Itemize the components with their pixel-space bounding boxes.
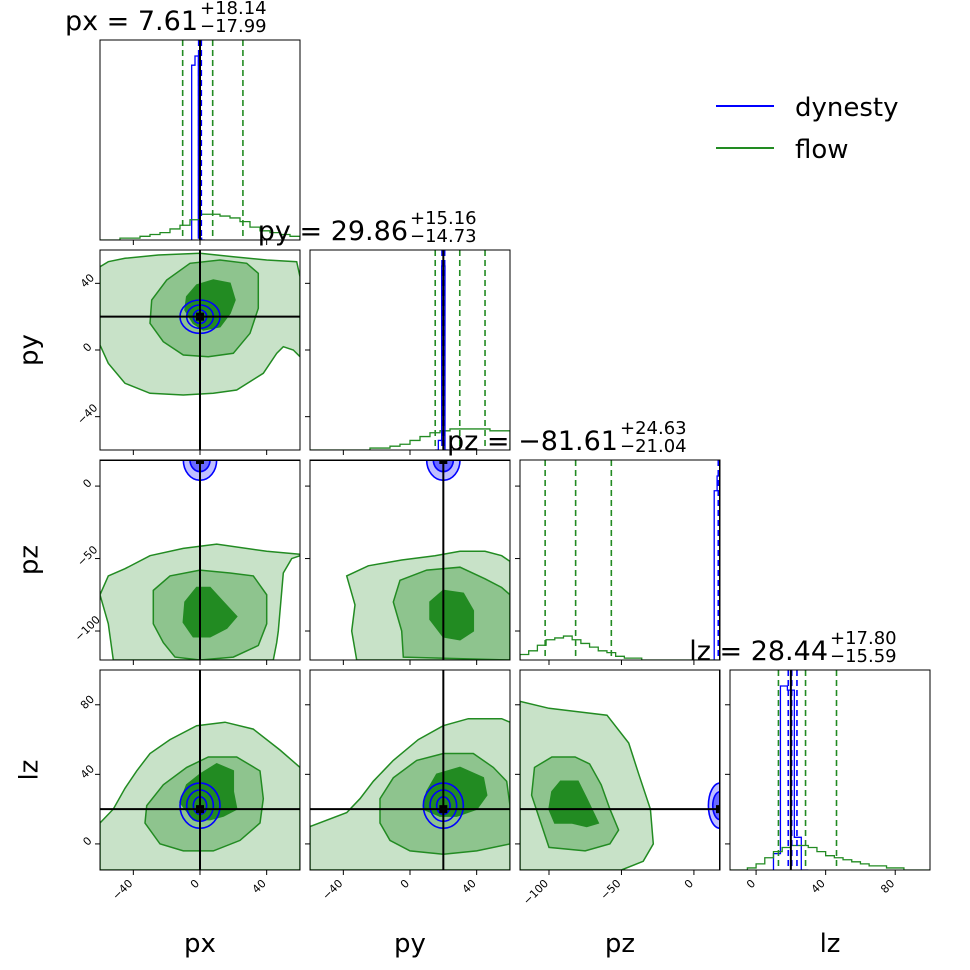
- y-tick-label-pz: −50: [75, 543, 101, 569]
- hist-flow-pz: [520, 635, 720, 660]
- panel-lz-vs-pz: [520, 670, 720, 870]
- panel-frame: [519, 459, 721, 661]
- hist-panel-lz: [730, 670, 930, 870]
- hist-flow-lz: [730, 844, 930, 870]
- title-main-pz: pz = −81.61: [447, 426, 618, 457]
- flow-contour-outer: [520, 700, 655, 870]
- x-axis-label-py: py: [394, 929, 426, 959]
- hist-panel-px: [100, 40, 300, 240]
- x-tick-label-lz: 80: [878, 877, 897, 896]
- title-main-py: py = 29.86: [258, 216, 408, 247]
- x-tick-label-pz: 0: [682, 877, 696, 891]
- x-tick-label-lz: 40: [809, 877, 828, 896]
- hist-flow-px: [100, 213, 300, 240]
- panel-lz-vs-py: [310, 670, 510, 870]
- y-tick-label-pz: −100: [72, 613, 103, 644]
- panel-py-vs-px: [100, 250, 300, 450]
- x-tick-label-px: −40: [110, 877, 136, 903]
- truth-marker: [439, 460, 448, 464]
- panel-pz-vs-px: [100, 460, 300, 660]
- panels-layer: −40 0 40 −100 −50 0 −40 0 40 0 40 80 −40 0 40 −100 −50 0 0…: [72, 39, 931, 908]
- title-minus-py: −14.73: [410, 226, 477, 247]
- x-tick-label-py: −40: [320, 877, 346, 903]
- truth-marker: [196, 805, 204, 814]
- title-py: py = 29.86 +15.16−14.73: [258, 208, 477, 247]
- axis-labels-layer: px py py pz pz lz lz: [15, 334, 841, 959]
- hist-panel-pz: [520, 460, 720, 660]
- x-tick-label-pz: −100: [521, 877, 552, 908]
- hist-panel-py: [310, 250, 510, 450]
- y-tick-label-py: −40: [75, 401, 101, 427]
- x-axis-label-lz: lz: [820, 929, 841, 959]
- title-minus-px: −17.99: [200, 16, 267, 37]
- title-pz: pz = −81.61 +24.63−21.04: [447, 418, 687, 457]
- x-tick-label-lz: 0: [744, 877, 758, 891]
- truth-marker: [196, 312, 204, 321]
- y-axis-label-pz: pz: [15, 545, 45, 575]
- y-axis-label-py: py: [15, 334, 45, 366]
- y-tick-label-py: 40: [78, 271, 97, 290]
- title-main-px: px = 7.61: [65, 6, 198, 37]
- y-tick-label-py: 0: [80, 340, 94, 354]
- flow-contour-inner: [422, 766, 488, 817]
- x-tick-label-py: 40: [460, 877, 479, 896]
- title-px: px = 7.61 +18.14−17.99: [65, 0, 267, 37]
- legend-label-dynesty: dynesty: [795, 93, 899, 123]
- title-minus-pz: −21.04: [620, 436, 687, 457]
- flow-contour-outer: [310, 717, 510, 870]
- truth-marker: [439, 805, 448, 814]
- title-plus-lz: +17.80: [830, 628, 897, 649]
- flow-contour-inner: [429, 589, 475, 641]
- titles-layer: px = 7.61 +18.14−17.99 py = 29.86 +15.16−14…: [65, 0, 897, 667]
- x-tick-label-px: 40: [250, 877, 269, 896]
- y-tick-label-lz: 40: [78, 762, 97, 781]
- y-axis-label-lz: lz: [15, 760, 45, 781]
- x-axis-label-px: px: [184, 929, 216, 959]
- hist-dynesty-pz: [713, 475, 720, 660]
- title-main-lz: lz = 28.44: [689, 636, 828, 667]
- title-plus-pz: +24.63: [620, 418, 687, 439]
- y-tick-label-lz: 80: [78, 693, 97, 712]
- legend: dynesty flow: [716, 93, 899, 165]
- x-axis-label-pz: pz: [605, 929, 635, 959]
- truth-marker: [716, 805, 720, 814]
- hist-flow-py: [310, 428, 510, 450]
- y-tick-label-pz: 0: [80, 477, 94, 491]
- x-tick-label-px: 0: [188, 877, 202, 891]
- title-lz: lz = 28.44 +17.80−15.59: [689, 628, 896, 667]
- panel-frame: [519, 669, 721, 871]
- x-tick-label-py: 0: [398, 877, 412, 891]
- flow-contour-inner: [182, 586, 238, 638]
- panel-pz-vs-py: [310, 460, 510, 660]
- panel-frame: [309, 249, 511, 451]
- title-minus-lz: −15.59: [830, 646, 897, 667]
- panel-frame: [729, 669, 931, 871]
- panel-lz-vs-px: [100, 670, 300, 870]
- y-tick-label-lz: 0: [80, 834, 94, 848]
- title-plus-px: +18.14: [200, 0, 267, 19]
- truth-marker: [196, 460, 204, 464]
- legend-label-flow: flow: [795, 135, 849, 165]
- dynesty-contour: [707, 782, 720, 830]
- title-plus-py: +15.16: [410, 208, 477, 229]
- x-tick-label-pz: −50: [598, 877, 624, 903]
- flow-contour-inner: [548, 780, 600, 828]
